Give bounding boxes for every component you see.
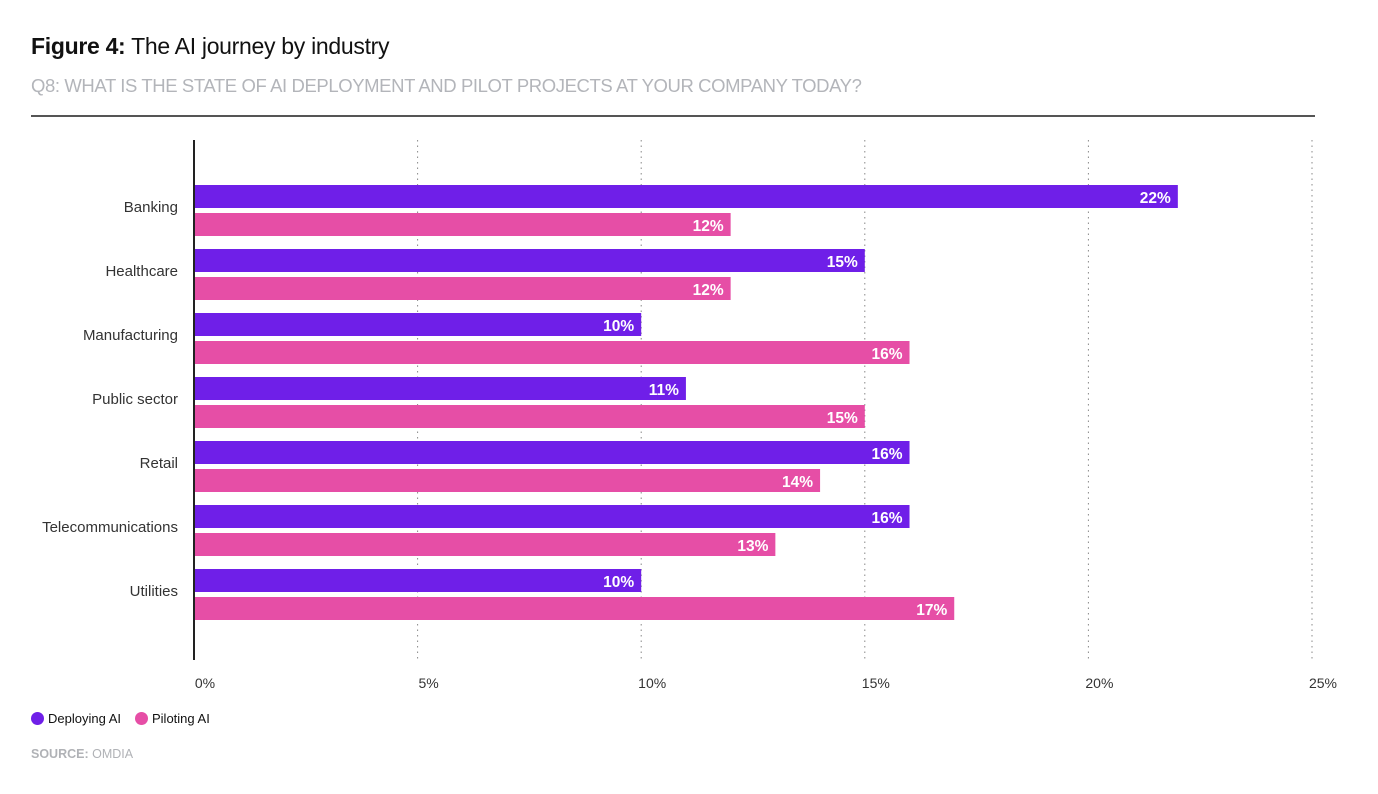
bar-deploying[interactable] (194, 313, 642, 336)
bar-data-label: 15% (827, 254, 858, 271)
header-divider (31, 115, 1315, 117)
category-label: Retail (140, 455, 178, 472)
bar-piloting[interactable] (194, 597, 955, 620)
bars: 22% 12% 15% 12% 10% 16% 11% 15% 16% 14% 16% 13% 10% 1… (194, 185, 1178, 620)
bar-piloting[interactable] (194, 405, 865, 428)
category-label: Banking (124, 199, 178, 216)
bar-data-label: 11% (649, 382, 679, 399)
legend-item-deploying[interactable]: Deploying AI (31, 711, 121, 726)
bar-data-label: 14% (782, 474, 813, 491)
category-label: Telecommunications (42, 519, 178, 536)
chart-title: Figure 4: The AI journey by industry (31, 33, 390, 60)
figure-title: The AI journey by industry (131, 33, 390, 59)
bar-data-label: 10% (603, 574, 634, 591)
category-label: Public sector (92, 391, 178, 408)
x-tick-label: 5% (418, 675, 438, 691)
legend-swatch-piloting-icon (135, 712, 148, 725)
legend-label-deploying: Deploying AI (48, 711, 121, 726)
bar-deploying[interactable] (194, 185, 1178, 208)
bar-data-label: 16% (871, 510, 902, 527)
category-label: Healthcare (105, 263, 178, 280)
bar-deploying[interactable] (194, 249, 865, 272)
bar-data-label: 17% (916, 602, 947, 619)
category-labels: Banking Healthcare Manufacturing Public sec… (42, 199, 178, 600)
bar-data-label: 16% (871, 446, 902, 463)
bar-deploying[interactable] (194, 377, 686, 400)
x-axis-ticks: 0% 5% 10% 15% 20% 25% (195, 675, 1337, 691)
source-value: OMDIA (92, 747, 134, 761)
category-label: Manufacturing (83, 327, 178, 344)
bar-piloting[interactable] (194, 533, 776, 556)
bar-data-label: 16% (871, 346, 902, 363)
x-tick-label: 20% (1085, 675, 1113, 691)
bar-deploying[interactable] (194, 505, 910, 528)
bar-data-label: 13% (737, 538, 768, 555)
source-label: SOURCE: (31, 747, 89, 761)
bar-data-label: 10% (603, 318, 634, 335)
bar-data-label: 15% (827, 410, 858, 427)
category-label: Utilities (130, 583, 178, 600)
legend-swatch-deploying-icon (31, 712, 44, 725)
legend-label-piloting: Piloting AI (152, 711, 210, 726)
bar-data-label: 12% (693, 218, 724, 235)
bar-piloting[interactable] (194, 277, 731, 300)
bar-piloting[interactable] (194, 341, 910, 364)
bar-data-label: 12% (693, 282, 724, 299)
legend: Deploying AI Piloting AI (31, 711, 224, 726)
x-tick-label: 0% (195, 675, 215, 691)
bar-data-label: 22% (1140, 190, 1171, 207)
source-note: SOURCE: OMDIA (31, 747, 133, 761)
chart-subtitle: Q8: WHAT IS THE STATE OF AI DEPLOYMENT A… (31, 75, 862, 96)
bar-piloting[interactable] (194, 469, 821, 492)
legend-item-piloting[interactable]: Piloting AI (135, 711, 210, 726)
x-tick-label: 25% (1309, 675, 1337, 691)
x-tick-label: 15% (862, 675, 890, 691)
x-tick-label: 10% (638, 675, 666, 691)
bar-deploying[interactable] (194, 441, 910, 464)
bar-deploying[interactable] (194, 569, 642, 592)
figure-label: Figure 4: (31, 33, 126, 59)
bar-piloting[interactable] (194, 213, 731, 236)
